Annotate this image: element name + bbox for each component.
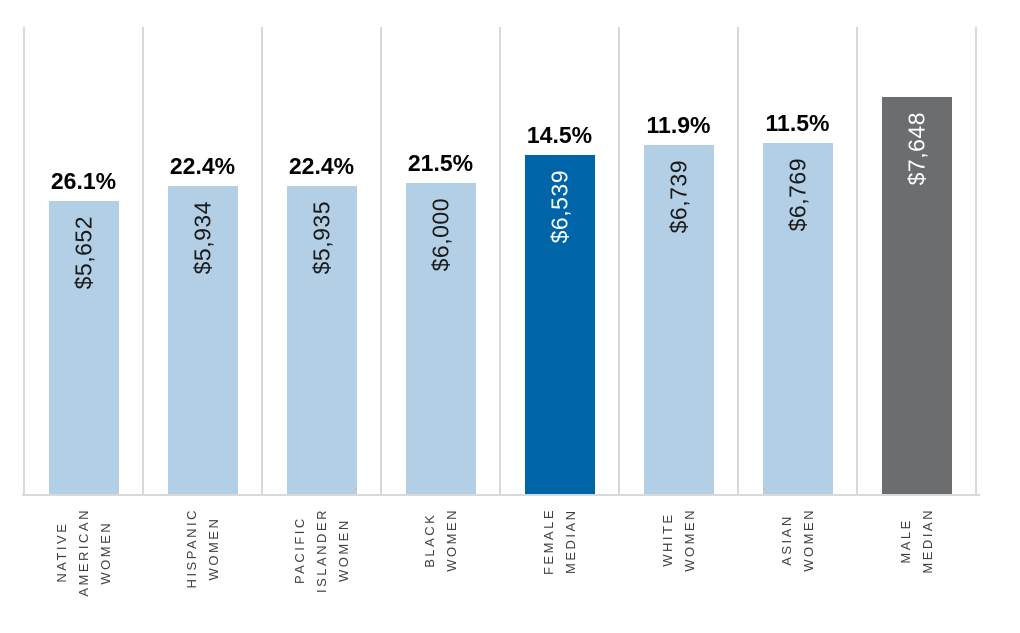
- category-slot-black-women: $6,000 21.5%: [381, 27, 500, 495]
- vertical-gridline: [618, 27, 620, 495]
- vertical-gridline: [23, 27, 25, 495]
- axis-label-text: NATIVE AMERICAN WOMEN: [53, 508, 113, 597]
- axis-label-hispanic-women: HISPANIC WOMEN: [143, 508, 262, 623]
- gap-percent-label-white-women: 11.9%: [646, 111, 711, 138]
- axis-label-asian-women: ASIAN WOMEN: [738, 508, 857, 623]
- bar-value-label-native-american-women: $5,652: [70, 216, 96, 290]
- axis-label-female-median: FEMALE MEDIAN: [500, 508, 619, 623]
- gap-percent-label-black-women: 21.5%: [407, 150, 474, 176]
- bar-black-women: $6,000: [405, 183, 476, 495]
- axis-label-text: MALE MEDIAN: [897, 508, 935, 574]
- category-slot-hispanic-women: $5,934 22.4%: [143, 27, 262, 495]
- bar-native-american-women: $5,652: [48, 201, 119, 495]
- axis-label-native-american-women: NATIVE AMERICAN WOMEN: [24, 508, 143, 623]
- axis-label-male-median: MALE MEDIAN: [857, 508, 976, 623]
- vertical-gridline: [499, 27, 501, 495]
- gap-percent-label-hispanic-women: 22.4%: [169, 153, 236, 180]
- bar-value-label-female-median: $6,539: [546, 170, 572, 244]
- bar-female-median: $6,539: [524, 155, 595, 495]
- bar-value-label-hispanic-women: $5,934: [189, 201, 215, 275]
- gap-percent-label-pacific-islander-women: 22.4%: [288, 153, 355, 180]
- axis-label-text: HISPANIC WOMEN: [183, 508, 221, 589]
- x-axis-line: [22, 494, 980, 496]
- gap-percent-label-asian-women: 11.5%: [765, 110, 830, 136]
- axis-label-text: FEMALE MEDIAN: [540, 508, 578, 576]
- bar-pacific-islander-women: $5,935: [286, 186, 357, 495]
- axis-label-text: PACIFIC ISLANDER WOMEN: [291, 508, 351, 594]
- gap-percent-label-female-median: 14.5%: [526, 122, 593, 148]
- axis-label-text: ASIAN WOMEN: [778, 508, 816, 572]
- axis-label-white-women: WHITE WOMEN: [619, 508, 738, 623]
- bar-value-label-white-women: $6,739: [665, 159, 691, 233]
- bar-value-label-black-women: $6,000: [427, 198, 453, 272]
- axis-label-text: WHITE WOMEN: [659, 508, 697, 572]
- bar-value-label-asian-women: $6,769: [784, 158, 810, 232]
- category-slot-asian-women: $6,769 11.5%: [738, 27, 857, 495]
- category-slot-white-women: $6,739 11.9%: [619, 27, 738, 495]
- bar-hispanic-women: $5,934: [167, 186, 238, 495]
- vertical-gridline: [380, 27, 382, 495]
- bar-white-women: $6,739: [643, 144, 714, 495]
- gap-percent-label-native-american-women: 26.1%: [50, 168, 117, 195]
- axis-label-text: BLACK WOMEN: [421, 508, 459, 572]
- axis-label-pacific-islander-women: PACIFIC ISLANDER WOMEN: [262, 508, 381, 623]
- category-slot-male-median: $7,648: [857, 27, 976, 495]
- category-slot-native-american-women: $5,652 26.1%: [24, 27, 143, 495]
- bar-value-label-pacific-islander-women: $5,935: [308, 201, 334, 275]
- category-slot-female-median: $6,539 14.5%: [500, 27, 619, 495]
- bar-male-median: $7,648: [881, 97, 952, 495]
- vertical-gridline: [142, 27, 144, 495]
- vertical-gridline: [261, 27, 263, 495]
- category-slot-pacific-islander-women: $5,935 22.4%: [262, 27, 381, 495]
- bar-asian-women: $6,769: [762, 143, 833, 495]
- vertical-gridline: [737, 27, 739, 495]
- axis-label-black-women: BLACK WOMEN: [381, 508, 500, 623]
- vertical-gridline: [975, 27, 977, 495]
- vertical-gridline: [856, 27, 858, 495]
- bar-value-label-male-median: $7,648: [903, 112, 929, 186]
